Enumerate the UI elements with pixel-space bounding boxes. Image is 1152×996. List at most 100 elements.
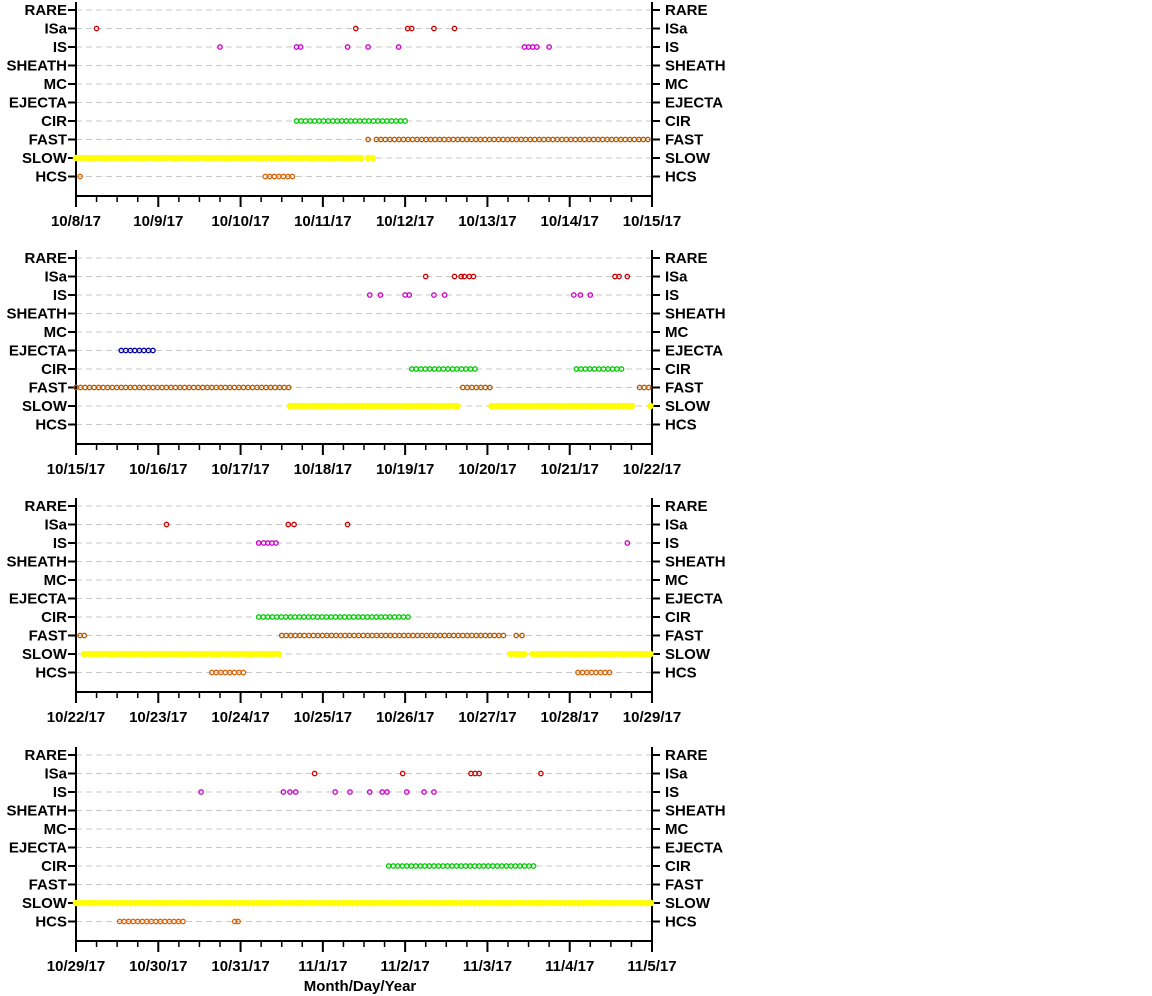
y-label-right: HCS [665,417,697,434]
point-is [377,292,384,298]
point-slow [369,154,376,162]
y-label-left: EJECTA [9,95,67,112]
point-cir [591,366,598,372]
point-isa [291,521,297,528]
x-tick-label: 10/27/17 [458,709,516,726]
point-ejecta [150,347,156,354]
point-is [366,292,373,298]
x-tick-label: 10/11/17 [294,213,352,230]
y-label-right: SHEATH [665,554,726,571]
point-cir [405,614,411,620]
y-label-left: ISa [44,269,67,286]
point-slow [647,402,654,410]
y-label-right: CIR [665,609,691,626]
point-cir [391,614,398,620]
x-tick-label: 10/14/17 [541,213,599,230]
point-fast [487,384,493,391]
x-tick-label: 10/21/17 [541,461,599,478]
point-fast [285,384,292,391]
point-cir [530,863,537,869]
y-label-right: ISa [665,517,688,534]
y-label-right: SLOW [665,150,711,167]
y-label-right: SLOW [665,646,711,663]
y-label-right: RARE [665,747,708,764]
point-is [365,44,371,50]
y-label-right: FAST [665,380,703,397]
x-tick-label: 10/24/17 [211,709,269,726]
x-tick-label: 11/4/17 [545,958,594,975]
y-label-left: IS [53,535,67,552]
point-fast [590,136,597,143]
y-label-right: EJECTA [665,840,723,857]
point-is [287,789,293,795]
point-fast [645,136,651,143]
point-fast [401,632,407,639]
y-label-right: EJECTA [665,591,723,608]
point-fast [641,384,648,391]
point-hcs [231,918,238,925]
point-isa [538,770,544,777]
y-label-left: MC [44,324,67,341]
y-label-right: HCS [665,665,697,682]
y-label-left: MC [44,572,67,589]
point-cir [402,118,408,124]
x-tick-label: 10/10/17 [211,213,269,230]
point-fast [500,632,507,639]
point-isa [451,273,458,280]
point-is [403,789,410,795]
point-is [217,44,223,50]
x-tick-label: 10/12/17 [376,213,434,230]
y-label-right: IS [665,39,679,56]
x-axis-title: Month/Day/Year [304,978,417,995]
y-label-left: MC [44,821,67,838]
point-hcs [231,669,238,676]
point-cir [472,366,478,372]
point-hcs [271,173,278,180]
point-fast [281,384,288,391]
y-label-left: SLOW [22,895,68,912]
y-label-right: SLOW [665,398,711,415]
point-is [546,44,552,50]
point-cir [361,118,368,124]
point-is [344,44,351,50]
point-isa [344,521,351,528]
y-label-left: EJECTA [9,840,67,857]
y-label-left: ISa [44,766,67,783]
y-label-right: MC [665,572,688,589]
point-fast [301,632,308,639]
x-tick-label: 10/18/17 [294,461,352,478]
y-label-left: RARE [24,498,67,515]
x-tick-label: 11/5/17 [627,958,676,975]
y-label-right: SHEATH [665,306,726,323]
x-tick-label: 10/9/17 [133,213,183,230]
y-label-left: HCS [35,169,67,186]
point-fast [491,136,497,143]
point-hcs [235,918,241,925]
point-isa [458,273,464,280]
y-label-right: CIR [665,361,691,378]
y-label-left: RARE [24,2,67,19]
y-label-right: ISa [665,269,688,286]
point-fast [231,384,238,391]
x-tick-label: 10/31/17 [211,958,269,975]
x-tick-label: 10/15/17 [623,213,681,230]
y-label-right: RARE [665,2,708,19]
y-label-right: SHEATH [665,803,726,820]
point-is [347,789,353,795]
point-fast [351,632,357,639]
x-tick-label: 10/20/17 [458,461,516,478]
point-fast [450,632,457,639]
point-slow [454,402,461,410]
y-label-right: RARE [665,498,708,515]
y-label-left: ISa [44,517,67,534]
y-label-right: HCS [665,914,697,931]
y-label-left: SLOW [22,398,68,415]
y-label-right: CIR [665,858,691,875]
y-label-left: SHEATH [6,58,67,75]
y-label-left: EJECTA [9,343,67,360]
x-tick-label: 11/3/17 [463,958,512,975]
x-tick-label: 10/16/17 [129,461,187,478]
point-is [577,292,584,298]
